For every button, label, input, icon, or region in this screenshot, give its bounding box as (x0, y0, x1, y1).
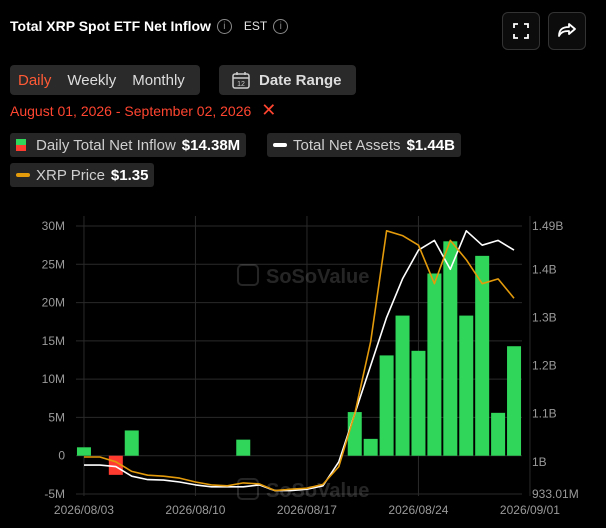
inflow-bar (76, 447, 91, 456)
watermark-logo-icon (237, 478, 259, 500)
watermark: SoSoValue SoSoValue (237, 264, 369, 502)
left-axis-tick-label: 10M (42, 372, 65, 386)
right-axis-tick-label: 1.4B (532, 262, 557, 276)
legend-price-value: $1.35 (110, 166, 149, 184)
right-axis-tick-label: 1.2B (532, 359, 557, 373)
x-axis-tick-label: 2026/08/17 (277, 503, 337, 517)
line-series (84, 230, 515, 492)
bar-series (76, 241, 522, 475)
watermark-logo-icon (237, 264, 259, 286)
legend-inflow-label: Daily Total Net Inflow (36, 136, 176, 154)
price-swatch-icon (16, 173, 30, 177)
date-range-label: Date Range (259, 71, 342, 89)
legend-assets-label: Total Net Assets (293, 136, 401, 154)
left-axis-tick-label: 25M (42, 257, 65, 271)
legend-inflow-value: $14.38M (181, 136, 241, 154)
date-range-button[interactable]: 12 Date Range (219, 65, 356, 95)
legend-net-inflow[interactable]: Daily Total Net Inflow $14.38M (10, 133, 247, 157)
inflow-bar (379, 355, 394, 456)
interval-tabs: Daily Weekly Monthly (10, 65, 200, 95)
watermark-text: SoSoValue (266, 266, 369, 288)
right-axis-tick-label: 933.01M (532, 487, 579, 501)
inflow-bar (443, 241, 458, 456)
x-axis-tick-label: 2026/09/01 (500, 503, 560, 517)
left-axis-tick-label: 0 (58, 449, 65, 463)
inflow-bar (363, 438, 378, 456)
clear-range-icon[interactable]: ✕ (261, 100, 277, 120)
calendar-icon: 12 (232, 72, 250, 89)
inflow-bar (395, 315, 410, 456)
left-axis-tick-label: 20M (42, 296, 65, 310)
title-info-icon[interactable]: i (216, 18, 232, 34)
inflow-bar (427, 273, 442, 456)
legend-xrp-price[interactable]: XRP Price $1.35 (10, 163, 155, 187)
x-axis-tick-label: 2026/08/10 (165, 503, 225, 517)
fullscreen-icon (513, 23, 529, 39)
axis-labels: 30M 25M 20M 15M 10M 5M 0 -5M 1.49B 1.4B 1.3B 1.2B 1.… (42, 219, 579, 517)
left-axis-tick-label: 30M (42, 219, 65, 233)
right-axis-tick-label: 1B (532, 455, 547, 469)
share-button[interactable] (548, 12, 586, 50)
left-axis-tick-label: 15M (42, 334, 65, 348)
right-axis-tick-label: 1.49B (532, 219, 563, 233)
fullscreen-button[interactable] (502, 12, 540, 50)
inflow-bar (459, 315, 474, 456)
chart-header: Total XRP Spot ETF Net Inflow i EST i (10, 18, 289, 34)
chart-title: Total XRP Spot ETF Net Inflow (10, 18, 211, 34)
assets-swatch-icon (273, 143, 287, 147)
selected-date-range: August 01, 2026 - September 02, 2026 ✕ (10, 100, 276, 121)
share-icon (558, 23, 576, 37)
inflow-swatch-icon (16, 139, 26, 151)
timezone-info-icon[interactable]: i (273, 18, 289, 34)
tab-weekly[interactable]: Weekly (67, 71, 117, 89)
inflow-bar (124, 430, 139, 456)
tab-daily[interactable]: Daily (18, 71, 52, 89)
x-axis-tick-label: 2026/08/24 (388, 503, 448, 517)
xrp-price-line (84, 230, 515, 492)
legend-net-assets[interactable]: Total Net Assets $1.44B (267, 133, 461, 157)
x-axis-tick-label: 2026/08/03 (54, 503, 114, 517)
right-axis-tick-label: 1.1B (532, 407, 557, 421)
inflow-bar (507, 346, 522, 456)
inflow-bar (411, 350, 426, 456)
tab-monthly[interactable]: Monthly (132, 71, 185, 89)
inflow-bar (491, 412, 506, 456)
total-net-assets-line (84, 230, 515, 492)
legend-assets-value: $1.44B (406, 136, 455, 154)
inflow-bar (475, 255, 490, 456)
inflow-bar (236, 439, 251, 456)
inflow-bar (347, 412, 362, 456)
timezone-label: EST (243, 19, 268, 33)
date-range-text: August 01, 2026 - September 02, 2026 (10, 102, 252, 119)
watermark-text: SoSoValue (266, 480, 369, 502)
legend-price-label: XRP Price (36, 166, 105, 184)
calendar-day: 12 (237, 81, 245, 88)
left-axis-tick-label: -5M (44, 487, 65, 501)
right-axis-tick-label: 1.3B (532, 310, 557, 324)
left-axis-tick-label: 5M (48, 410, 65, 424)
